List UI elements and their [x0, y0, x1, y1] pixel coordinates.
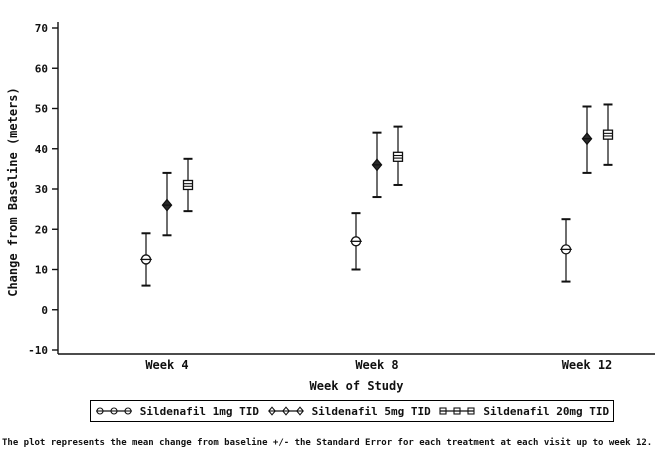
diamond-marker: [371, 158, 383, 172]
circle-icon: [123, 407, 132, 415]
circle-icon: [109, 407, 118, 415]
legend-label: Sildenafil 1mg TID: [139, 404, 259, 418]
series-circle: [140, 212, 572, 287]
y-tick-label: 70: [35, 22, 48, 35]
diamond-legend-symbol: [267, 406, 304, 416]
caption: The plot represents the mean change from…: [2, 438, 653, 448]
diamond-marker: [161, 198, 173, 212]
square-icon: [467, 407, 475, 415]
y-tick-label: 20: [35, 223, 48, 236]
circle-marker: [560, 244, 572, 255]
x-tick-label: Week 4: [145, 358, 188, 372]
y-tick-label: 40: [35, 143, 48, 156]
legend-label: Sildenafil 5mg TID: [311, 404, 431, 418]
y-axis-title: Change from Baseline (meters): [6, 87, 20, 297]
diamond-icon: [281, 406, 290, 416]
legend-label: Sildenafil 20mg TID: [483, 404, 610, 418]
legend-entry: Sildenafil 20mg TID: [438, 405, 609, 418]
diamond-icon: [295, 406, 304, 416]
x-tick-label: Week 8: [355, 358, 398, 372]
square-marker: [182, 179, 194, 191]
square-icon: [439, 407, 447, 415]
square-icon: [453, 407, 461, 415]
circle-marker: [350, 236, 362, 247]
y-tick-label: 0: [41, 304, 48, 317]
y-tick-label: -10: [28, 344, 48, 357]
square-marker: [602, 129, 614, 140]
y-tick-label: 10: [35, 264, 48, 277]
legend-entry: Sildenafil 5mg TID: [267, 405, 431, 418]
series-square: [182, 103, 614, 213]
legend-entry: Sildenafil 1mg TID: [95, 405, 259, 418]
square-marker: [392, 151, 404, 162]
circle-legend-symbol: [95, 407, 132, 415]
circle-marker: [140, 254, 152, 265]
x-axis-title: Week of Study: [309, 379, 404, 393]
diamond-marker: [581, 132, 593, 146]
series-diamond: [161, 105, 593, 237]
y-tick-label: 50: [35, 103, 48, 116]
y-tick-label: 60: [35, 62, 48, 75]
square-legend-symbol: [439, 407, 475, 415]
circle-icon: [95, 407, 104, 415]
x-tick-label: Week 12: [562, 358, 613, 372]
diamond-icon: [267, 406, 276, 416]
legend: Sildenafil 1mg TID Sildenafil 5mg TID Sild…: [90, 400, 614, 422]
y-tick-label: 30: [35, 183, 48, 196]
plot-area: 70 60 50 40 30 20 10 0 -10 Week 4 Week 8 Week 12: [28, 22, 655, 372]
